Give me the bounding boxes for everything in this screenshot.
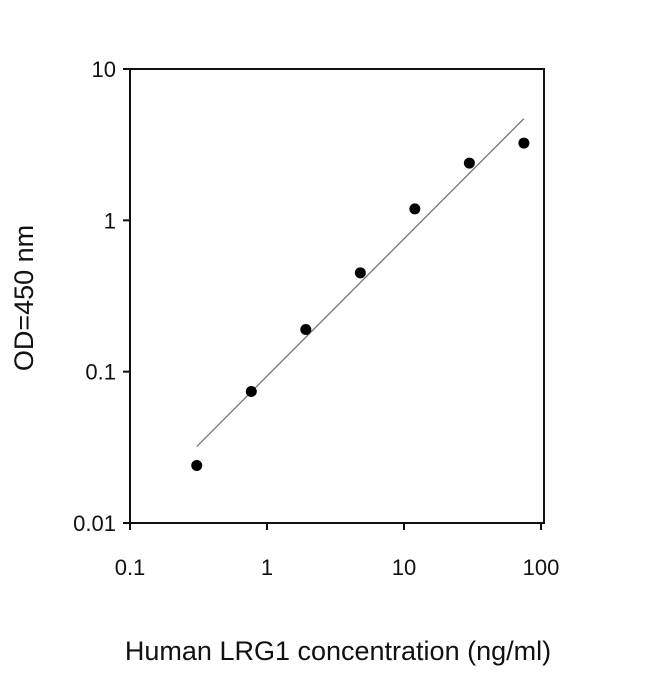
data-points [191,137,530,471]
data-point [518,137,530,149]
fit-line [196,118,525,448]
data-point [409,203,421,215]
x-axis-title: Human LRG1 concentration (ng/ml) [125,636,551,666]
y-tick-label: 0.1 [85,360,116,385]
x-tick-label: 100 [523,555,560,580]
y-tick-label: 0.01 [73,511,116,536]
y-axis-title: OD=450 nm [9,225,39,371]
data-point [191,459,203,471]
plot-frame [129,68,545,524]
x-axis-ticks: 0.1 1 10 100 [115,523,560,580]
plot-border [129,68,545,524]
data-point [354,267,366,279]
y-tick-label: 10 [92,57,116,82]
x-tick-label: 1 [261,555,273,580]
y-axis-ticks: 0.01 0.1 1 10 [73,57,130,536]
data-point [300,323,312,335]
data-point [463,157,475,169]
regression-line [196,118,525,448]
y-tick-label: 1 [104,208,116,233]
x-tick-label: 0.1 [115,555,146,580]
data-point [245,385,257,397]
x-tick-label: 10 [392,555,416,580]
